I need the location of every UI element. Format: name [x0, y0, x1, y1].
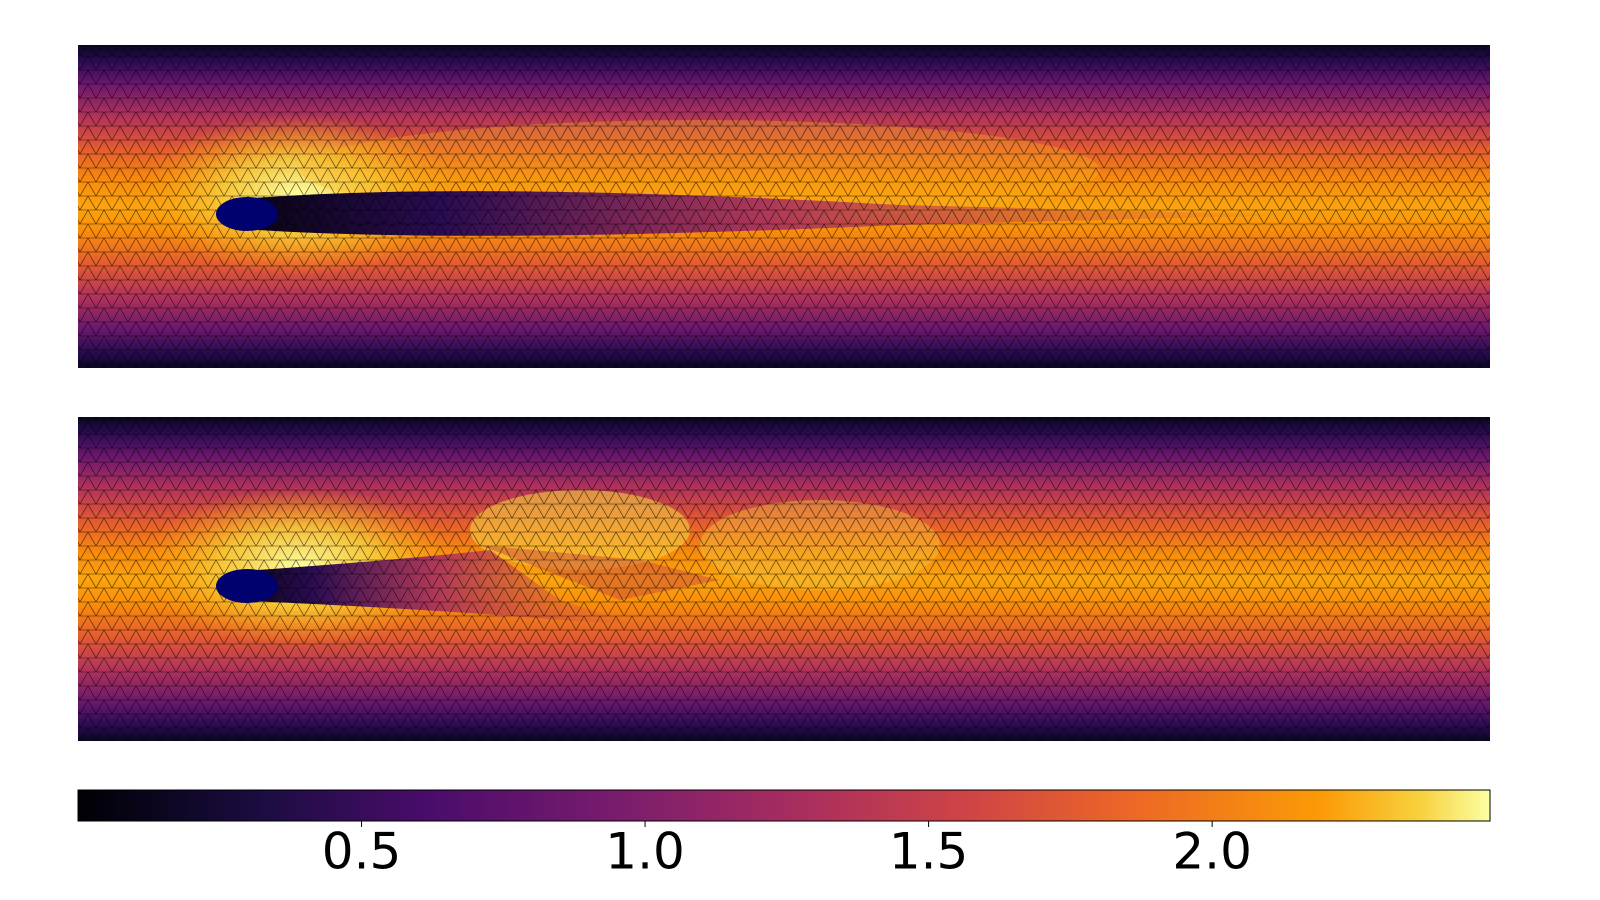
field-panel-1	[78, 45, 1490, 368]
tick-label: 0.5	[322, 823, 402, 881]
field-panel-2	[78, 417, 1490, 741]
colorbar	[77, 789, 1491, 822]
tick-label: 1.0	[605, 823, 685, 881]
tick-label: 2.0	[1172, 823, 1252, 881]
tick-label: 1.5	[889, 823, 969, 881]
